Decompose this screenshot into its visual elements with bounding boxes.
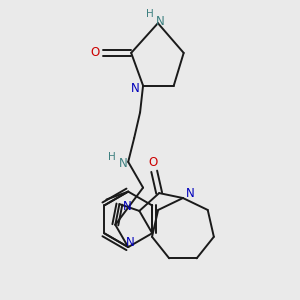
Text: N: N bbox=[131, 82, 140, 95]
Text: N: N bbox=[155, 15, 164, 28]
Text: O: O bbox=[148, 156, 158, 169]
Text: N: N bbox=[185, 187, 194, 200]
Text: N: N bbox=[126, 236, 135, 249]
Text: H: H bbox=[109, 152, 116, 162]
Text: O: O bbox=[90, 46, 99, 59]
Text: N: N bbox=[119, 158, 128, 170]
Text: H: H bbox=[146, 9, 154, 19]
Text: N: N bbox=[123, 200, 132, 213]
